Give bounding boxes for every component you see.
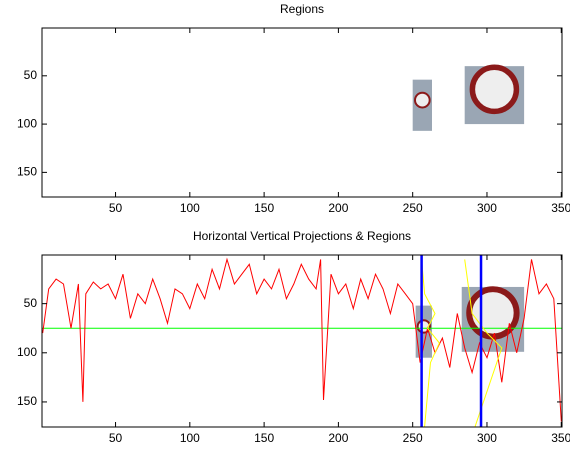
y-tick-label: 100 [17, 345, 37, 359]
chart-title: Horizontal Vertical Projections & Region… [193, 229, 411, 243]
axes-box [41, 27, 563, 198]
sign-decoration [466, 286, 520, 340]
sign-decoration [469, 64, 520, 115]
y-tick-label: 50 [24, 68, 38, 82]
x-tick-label: 150 [254, 431, 274, 445]
x-tick-label: 50 [109, 201, 123, 215]
x-tick-label: 200 [328, 201, 348, 215]
plot-area [42, 28, 562, 197]
x-tick-label: 300 [477, 201, 497, 215]
x-tick-label: 100 [180, 201, 200, 215]
y-tick-label: 150 [17, 394, 37, 408]
x-tick-label: 350 [551, 201, 570, 215]
x-tick-label: 50 [109, 431, 123, 445]
x-tick-label: 300 [477, 431, 497, 445]
x-tick-label: 150 [254, 201, 274, 215]
x-tick-label: 250 [403, 201, 423, 215]
projection-line [42, 257, 562, 422]
x-tick-label: 100 [180, 431, 200, 445]
axes-box [41, 254, 563, 428]
y-tick-label: 50 [24, 296, 38, 310]
y-tick-label: 100 [17, 116, 37, 130]
x-tick-label: 200 [328, 431, 348, 445]
chart-title: Regions [280, 2, 324, 16]
plot-area [42, 255, 562, 427]
y-tick-label: 150 [17, 165, 37, 179]
projection-line [421, 259, 503, 427]
x-tick-label: 250 [403, 431, 423, 445]
sign-decoration [414, 91, 431, 109]
x-tick-label: 350 [551, 431, 570, 445]
